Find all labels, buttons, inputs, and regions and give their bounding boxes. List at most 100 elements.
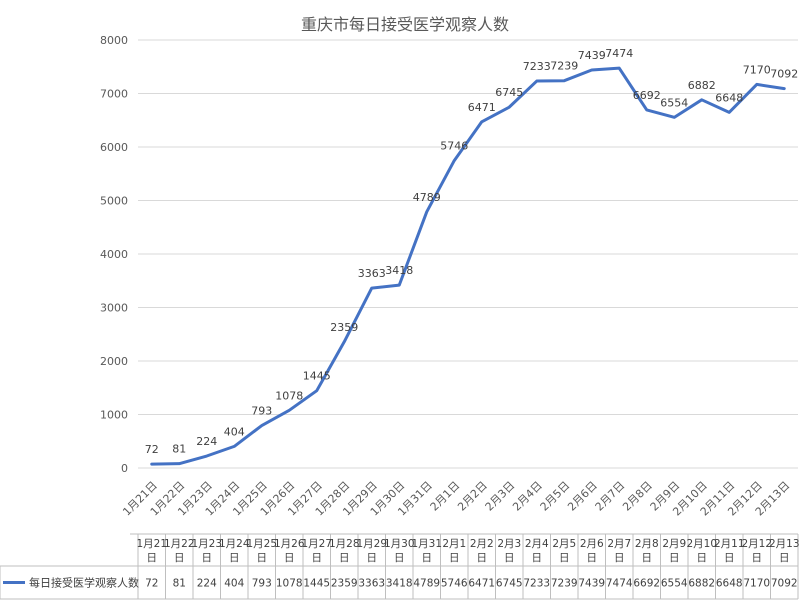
- y-tick-label: 0: [121, 462, 128, 475]
- table-header-cell: 2月3: [497, 538, 521, 550]
- table-value-cell: 6745: [496, 578, 523, 590]
- series-layer: [150, 66, 786, 466]
- data-table: 1月21 日 1月22 日 1月23 日 1月24 日 1月25 日 1月26 日 1月27 日 1月28 日…: [0, 533, 800, 600]
- table-value-cell: 7170: [743, 578, 770, 590]
- table-header-cell: 1月29: [356, 538, 387, 550]
- y-tick-label: 8000: [100, 34, 128, 47]
- table-header-cell-suffix: 日: [614, 552, 625, 564]
- table-header-cell-suffix: 日: [422, 552, 433, 564]
- table-header-cell-suffix: 日: [147, 552, 158, 564]
- data-point: [700, 98, 704, 102]
- table-header-cell-suffix: 日: [312, 552, 323, 564]
- data-label: 6554: [660, 96, 688, 109]
- data-point: [755, 82, 759, 86]
- y-tick-label: 2000: [100, 355, 128, 368]
- data-label: 1078: [275, 389, 303, 402]
- table-header-cell: 2月10: [686, 538, 717, 550]
- table-value-cell: 81: [173, 578, 186, 590]
- table-value-cell: 404: [224, 578, 244, 590]
- y-tick-label: 4000: [100, 248, 128, 261]
- y-tick-label: 5000: [100, 195, 128, 208]
- table-value-cell: 793: [252, 578, 272, 590]
- data-label: 4789: [413, 191, 441, 204]
- table-header-cell-suffix: 日: [367, 552, 378, 564]
- table-header-cell-suffix: 日: [669, 552, 680, 564]
- y-tick-label: 6000: [100, 141, 128, 154]
- data-point: [452, 159, 456, 163]
- data-label: 3418: [385, 264, 413, 277]
- table-header-cell-suffix: 日: [724, 552, 735, 564]
- data-label: 404: [224, 425, 245, 438]
- x-tick-label: 2月3日: [483, 479, 518, 514]
- x-tick-label: 2月1日: [428, 479, 463, 514]
- table-header-cell-suffix: 日: [779, 552, 790, 564]
- table-value-cell: 7092: [771, 578, 798, 590]
- table-header-cell: 2月7: [607, 538, 631, 550]
- table-header-cell: 2月2: [470, 538, 494, 550]
- data-point: [645, 108, 649, 112]
- data-label: 2359: [330, 321, 358, 334]
- data-point: [535, 79, 539, 83]
- table-value-cell: 6554: [661, 578, 688, 590]
- table-value-cell: 5746: [441, 578, 468, 590]
- table-header-cell: 2月12: [741, 538, 772, 550]
- table-header-cell-suffix: 日: [752, 552, 763, 564]
- data-label: 81: [172, 443, 186, 456]
- table-value-cell: 7233: [523, 578, 550, 590]
- table-header-cell: 1月27: [301, 538, 332, 550]
- table-header-cell-suffix: 日: [394, 552, 405, 564]
- table-header-cell-suffix: 日: [504, 552, 515, 564]
- table-header-cell: 1月24: [219, 538, 250, 550]
- x-axis-ticks: 1月21日1月22日1月23日1月24日1月25日1月26日1月27日1月28日…: [120, 479, 792, 519]
- x-tick-label: 2月5日: [538, 479, 573, 514]
- data-point: [342, 340, 346, 344]
- table-header-cell: 1月25: [246, 538, 277, 550]
- table-header-cell-suffix: 日: [449, 552, 460, 564]
- data-point: [315, 389, 319, 393]
- data-point: [425, 210, 429, 214]
- table-header-cell-suffix: 日: [587, 552, 598, 564]
- table-value-cell: 1078: [276, 578, 303, 590]
- data-point: [562, 79, 566, 83]
- series-line: [150, 66, 786, 466]
- data-point: [617, 66, 621, 70]
- table-value-cell: 6648: [716, 578, 743, 590]
- data-label: 6745: [495, 86, 523, 99]
- table-value-cell: 6471: [468, 578, 495, 590]
- data-label: 5746: [440, 140, 468, 153]
- data-label: 7239: [550, 60, 578, 73]
- y-tick-label: 7000: [100, 88, 128, 101]
- x-tick-label: 2月2日: [455, 479, 490, 514]
- table-header-cell: 2月9: [662, 538, 686, 550]
- table-header-cell-suffix: 日: [284, 552, 295, 564]
- table-header-cell: 2月6: [580, 538, 604, 550]
- table-header-cell: 1月28: [329, 538, 360, 550]
- y-axis-ticks: 0 1000 2000 3000 4000 5000 6000 7000 8000: [100, 34, 128, 475]
- table-header-cell-suffix: 日: [697, 552, 708, 564]
- data-label: 6692: [633, 89, 661, 102]
- data-point: [397, 283, 401, 287]
- data-point: [260, 424, 264, 428]
- data-label: 72: [145, 443, 159, 456]
- data-point: [177, 462, 181, 466]
- x-tick-label: 2月7日: [593, 479, 628, 514]
- table-header-cell-suffix: 日: [257, 552, 268, 564]
- data-label: 7233: [523, 60, 551, 73]
- x-tick-label: 2月8日: [620, 479, 655, 514]
- table-header-cell-suffix: 日: [532, 552, 543, 564]
- data-label: 6648: [715, 91, 743, 104]
- table-header-cell: 1月30: [384, 538, 415, 550]
- table-value-cell: 6882: [688, 578, 715, 590]
- table-value-cell: 72: [145, 578, 158, 590]
- table-header-cell: 2月1: [442, 538, 466, 550]
- table-value-cell: 3363: [358, 578, 385, 590]
- data-label: 7439: [578, 49, 606, 62]
- data-point: [782, 87, 786, 91]
- data-point: [232, 444, 236, 448]
- table-header-cell: 2月8: [635, 538, 659, 550]
- table-header-cell: 1月31: [411, 538, 442, 550]
- table-value-cell: 7439: [578, 578, 605, 590]
- data-label: 7092: [770, 68, 798, 81]
- table-value-cell: 6692: [633, 578, 660, 590]
